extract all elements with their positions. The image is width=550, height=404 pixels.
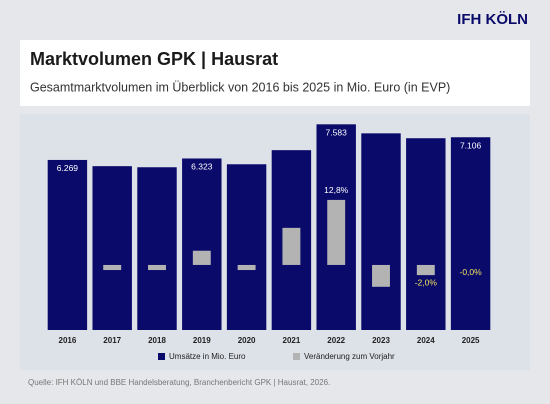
bar: [137, 167, 177, 330]
x-tick-label: 2023: [372, 336, 390, 345]
bar: [361, 133, 401, 330]
x-tick-label: 2021: [283, 336, 301, 345]
legend-swatch: [293, 353, 300, 360]
x-tick-label: 2020: [238, 336, 256, 345]
chart-title: Marktvolumen GPK | Hausrat: [30, 49, 278, 69]
legend-label: Veränderung zum Vorjahr: [304, 352, 395, 361]
value-label: 6.323: [191, 162, 213, 172]
bar: [92, 166, 132, 330]
change-bar: [416, 264, 435, 276]
value-label: 7.106: [460, 140, 482, 150]
x-tick-label: 2022: [327, 336, 345, 345]
value-label: -0,0%: [459, 267, 482, 277]
bar: [47, 159, 88, 330]
title-box: [20, 40, 530, 106]
x-tick-label: 2024: [417, 336, 435, 345]
bar: [450, 137, 491, 330]
bar: [226, 164, 267, 330]
chart-subtitle: Gesamtmarktvolumen im Überblick von 2016…: [30, 80, 450, 94]
change-bar: [372, 264, 390, 287]
x-tick-label: 2019: [193, 336, 211, 345]
change-bar: [327, 199, 346, 265]
change-bar: [237, 264, 256, 271]
change-bar: [282, 227, 301, 265]
x-tick-label: 2018: [148, 336, 166, 345]
logo: IFH KÖLN: [457, 11, 528, 28]
value-label: 7.583: [326, 128, 348, 138]
change-bar: [103, 264, 122, 271]
legend-swatch: [158, 353, 165, 360]
bar: [182, 158, 222, 330]
change-bar: [148, 264, 166, 271]
x-tick-label: 2016: [59, 336, 77, 345]
change-bar: [192, 250, 211, 265]
source-note: Quelle: IFH KÖLN und BBE Handelsberatung…: [28, 378, 330, 387]
x-tick-label: 2025: [462, 336, 480, 345]
value-label: -2,0%: [415, 277, 438, 287]
value-label: 12,8%: [324, 185, 349, 195]
value-label: 6.269: [57, 163, 79, 173]
bar: [406, 138, 446, 330]
legend-label: Umsätze in Mio. Euro: [169, 352, 246, 361]
x-tick-label: 2017: [103, 336, 121, 345]
